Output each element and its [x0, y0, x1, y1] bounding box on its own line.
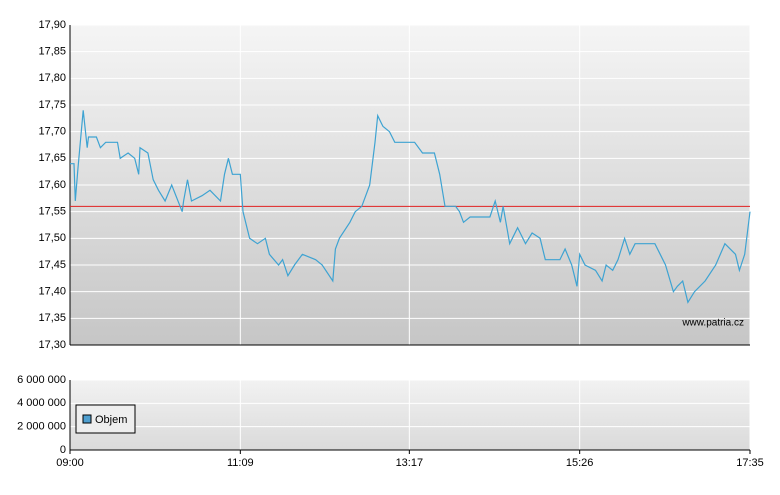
x-tick-label: 17:35 [736, 457, 764, 469]
x-tick-label: 13:17 [396, 457, 424, 469]
y-tick-label: 17,75 [38, 99, 66, 111]
y-tick-label: 6 000 000 [17, 374, 66, 386]
legend-label: Objem [95, 414, 127, 426]
y-tick-label: 17,50 [38, 232, 66, 244]
y-tick-label: 17,65 [38, 152, 66, 164]
y-tick-label: 17,30 [38, 339, 66, 351]
legend-swatch [82, 414, 92, 424]
y-tick-label: 17,35 [38, 312, 66, 324]
x-tick-label: 09:00 [56, 457, 84, 469]
y-tick-label: 17,40 [38, 286, 66, 298]
y-tick-label: 17,55 [38, 206, 66, 218]
x-tick-label: 11:09 [227, 457, 254, 469]
y-tick-label: 17,85 [38, 46, 66, 58]
y-tick-label: 2 000 000 [17, 421, 66, 433]
price-line [70, 110, 751, 304]
y-tick-label: 4 000 000 [17, 397, 66, 409]
y-tick-label: 0 [60, 444, 66, 456]
y-tick-label: 17,80 [38, 72, 66, 84]
x-tick-label: 15:26 [566, 457, 594, 469]
legend-box [75, 404, 136, 434]
y-tick-label: 17,70 [38, 126, 66, 138]
y-tick-label: 17,60 [38, 179, 66, 191]
watermark: www.patria.cz [681, 318, 744, 329]
plot-bg [70, 380, 750, 450]
y-tick-label: 17,90 [38, 19, 66, 31]
y-tick-label: 17,45 [38, 259, 66, 271]
